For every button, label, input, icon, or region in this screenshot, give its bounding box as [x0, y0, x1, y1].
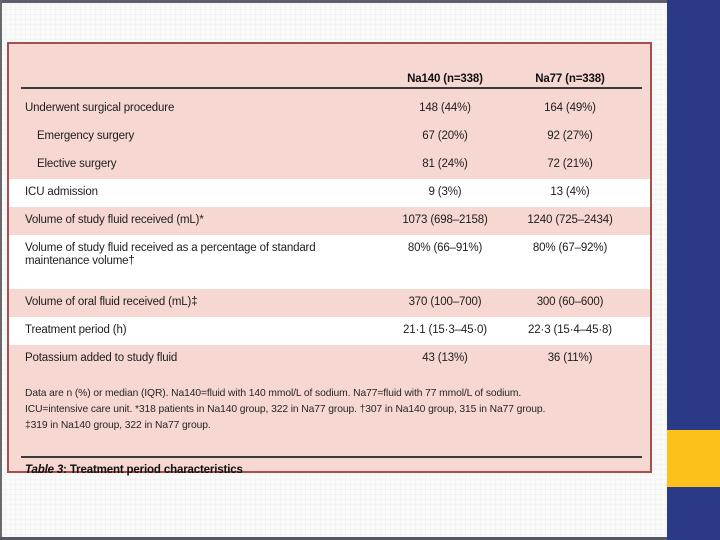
- row-filler: [625, 95, 650, 123]
- treatment-table: Na140 (n=338) Na77 (n=338) Underwent sur…: [9, 44, 650, 373]
- row-filler: [625, 345, 650, 373]
- row-label: Potassium added to study fluid: [25, 352, 178, 364]
- row-value-na140: 21·1 (15·3–45·0): [403, 324, 487, 336]
- table-row: ICU admission 9 (3%) 13 (4%): [9, 179, 650, 207]
- footnote-line: ICU=intensive care unit. *318 patients i…: [25, 404, 546, 415]
- footnote-line: ‡319 in Na140 group, 322 in Na77 group.: [25, 420, 211, 431]
- row-filler: [625, 179, 650, 207]
- row-value-na77: 164 (49%): [544, 102, 596, 114]
- column-header-na77: Na77 (n=338): [535, 73, 605, 85]
- column-header-na140: Na140 (n=338): [407, 73, 483, 85]
- row-label: Volume of oral fluid received (mL)‡: [25, 296, 198, 308]
- row-label: Underwent surgical procedure: [25, 102, 175, 114]
- row-label: Elective surgery: [37, 158, 117, 170]
- table-row: Volume of study fluid received (mL)* 1073…: [9, 207, 650, 235]
- table-footnote: Data are n (%) or median (IQR). Na140=fl…: [25, 386, 636, 434]
- row-value-na140: 80% (66–91%): [407, 242, 483, 254]
- row-value-na77: 36 (11%): [547, 352, 593, 364]
- row-value-na77: 80% (67–92%): [532, 242, 608, 254]
- table-caption: Table 3: Treatment period characteristic…: [25, 464, 636, 476]
- row-value-na140: 43 (13%): [422, 352, 468, 364]
- row-label: Volume of study fluid received as a perc…: [25, 242, 316, 267]
- row-label: Treatment period (h): [25, 324, 127, 336]
- lancet-table: Na140 (n=338) Na77 (n=338) Underwent sur…: [7, 42, 652, 476]
- row-value-na77: 13 (4%): [550, 186, 590, 198]
- row-value-na77: 92 (27%): [547, 130, 593, 142]
- row-value-na140: 1073 (698–2158): [402, 214, 488, 226]
- row-value-na77: 1240 (725–2434): [527, 214, 613, 226]
- row-value-na140: 370 (100–700): [408, 296, 482, 308]
- header-rule: [21, 87, 642, 89]
- row-filler: [625, 235, 650, 289]
- footnote-line: Data are n (%) or median (IQR). Na140=fl…: [25, 388, 522, 399]
- row-label: Emergency surgery: [37, 130, 135, 142]
- table-body: Underwent surgical procedure 148 (44%) 164…: [9, 95, 650, 373]
- table-row: Volume of study fluid received as a perc…: [9, 235, 650, 289]
- slide-frame-bottom: [0, 537, 667, 540]
- table-row: Treatment period (h) 21·1 (15·3–45·0) 22·3…: [9, 317, 650, 345]
- row-value-na77: 22·3 (15·4–45·8): [528, 324, 612, 336]
- table-caption-title: : Treatment period characteristics: [63, 464, 243, 476]
- row-filler: [625, 317, 650, 345]
- table-row: Volume of oral fluid received (mL)‡ 370 (…: [9, 289, 650, 317]
- table-caption-number: Table 3: [25, 464, 64, 476]
- table-row: Emergency surgery 67 (20%) 92 (27%): [9, 123, 650, 151]
- table-row: Potassium added to study fluid 43 (13%) 36…: [9, 345, 650, 373]
- row-filler: [625, 289, 650, 317]
- table-row: Elective surgery 81 (24%) 72 (21%): [9, 151, 650, 179]
- row-filler: [625, 207, 650, 235]
- table-header-row: Na140 (n=338) Na77 (n=338): [9, 44, 650, 95]
- row-label: ICU admission: [25, 186, 98, 198]
- yellow-accent-band: [667, 430, 720, 487]
- row-label: Volume of study fluid received (mL)*: [25, 214, 204, 226]
- table-row: Underwent surgical procedure 148 (44%) 164…: [9, 95, 650, 123]
- row-value-na140: 9 (3%): [428, 186, 462, 198]
- slide-frame-top: [0, 0, 667, 3]
- row-value-na140: 67 (20%): [422, 130, 468, 142]
- row-value-na77: 72 (21%): [547, 158, 593, 170]
- row-value-na140: 148 (44%): [419, 102, 471, 114]
- caption-rule: [21, 456, 642, 458]
- row-filler: [625, 123, 650, 151]
- row-filler: [625, 151, 650, 179]
- slide-frame-left: [0, 0, 2, 540]
- row-value-na77: 300 (60–600): [536, 296, 604, 308]
- row-value-na140: 81 (24%): [422, 158, 468, 170]
